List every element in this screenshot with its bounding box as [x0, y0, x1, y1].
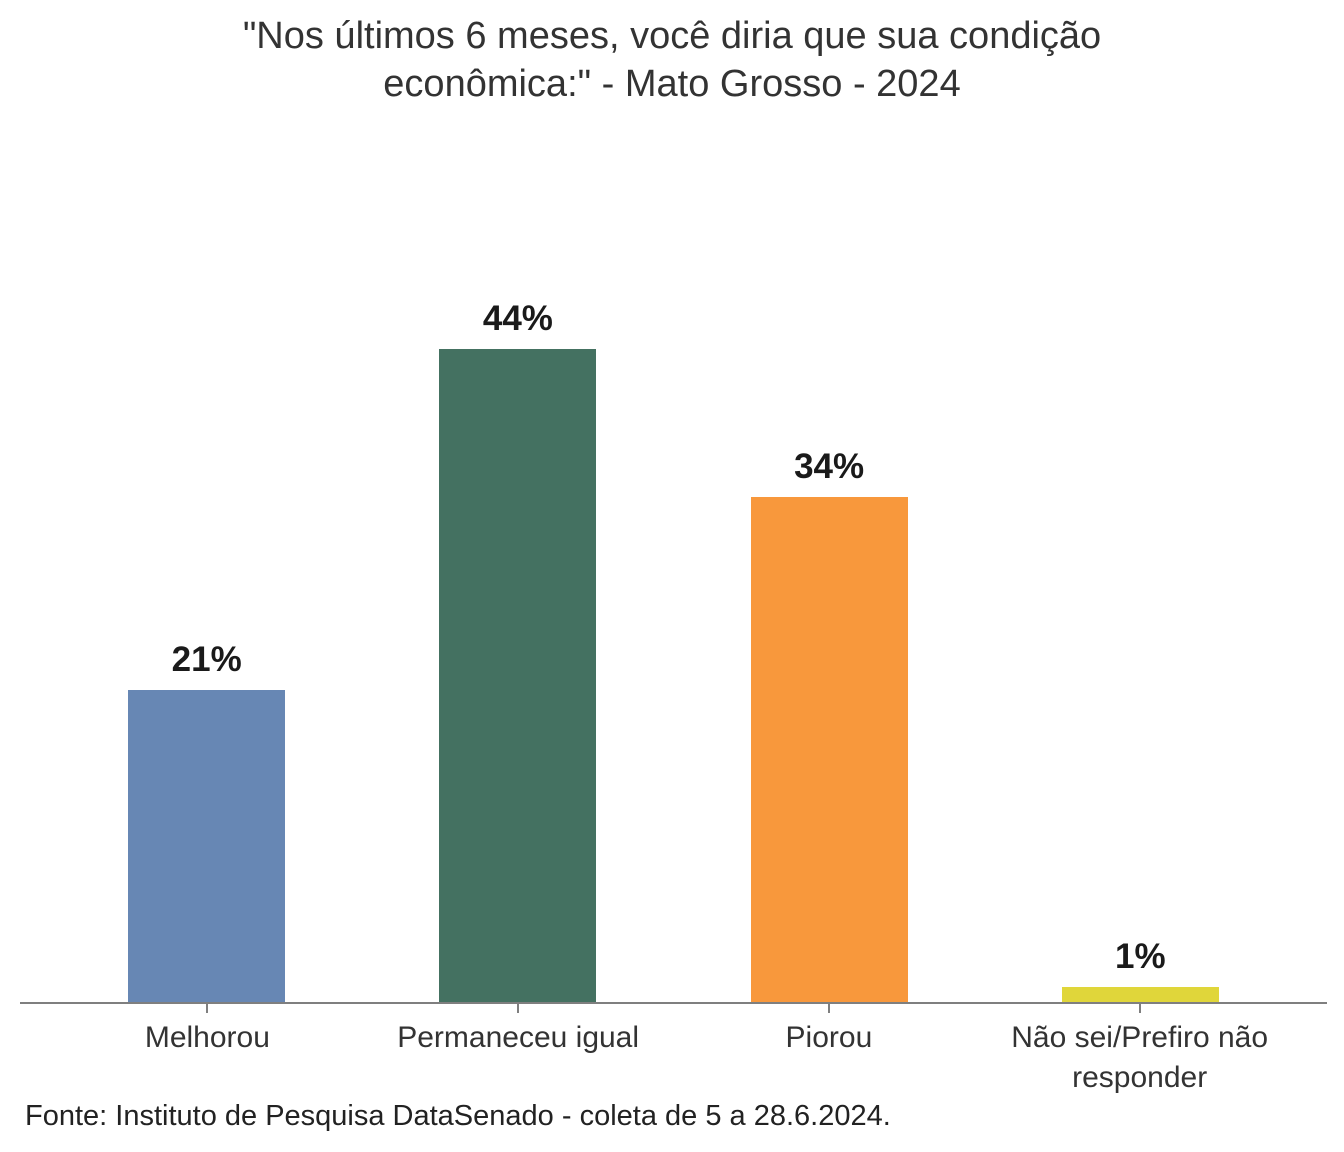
bar — [1061, 987, 1219, 1002]
source-note: Fonte: Instituto de Pesquisa DataSenado … — [25, 1100, 891, 1132]
x-axis-label: Não sei/Prefiro não responder — [1011, 1021, 1269, 1094]
x-axis-group: Permaneceu igual — [363, 1004, 674, 1098]
x-axis-line — [20, 1002, 1327, 1004]
x-axis-group: Melhorou — [52, 1004, 363, 1098]
bar-value-label: 21% — [171, 640, 242, 679]
bar — [750, 497, 908, 1002]
bar-group: 21% — [51, 640, 362, 1002]
bar-group: 1% — [985, 937, 1296, 1002]
x-axis-label: Piorou — [785, 1021, 873, 1054]
x-axis-label: Permaneceu igual — [397, 1021, 640, 1054]
x-axis-tick — [206, 1004, 209, 1013]
bar — [439, 349, 597, 1002]
chart-title: "Nos últimos 6 meses, você diria que sua… — [0, 12, 1344, 108]
bars-container: 21% 44% 34% 1% — [20, 150, 1327, 1002]
chart-title-line-2: econômica:" - Mato Grosso - 2024 — [383, 63, 961, 105]
x-axis-group: Piorou — [674, 1004, 985, 1098]
x-axis-labels: Melhorou Permaneceu igual Piorou Não sei/Pr… — [20, 1004, 1327, 1098]
bar-group: 44% — [362, 299, 673, 1002]
bar-group: 34% — [674, 447, 985, 1002]
x-axis-tick — [517, 1004, 520, 1013]
bar-value-label: 1% — [1115, 937, 1166, 976]
bar — [128, 690, 286, 1002]
x-axis-label: Melhorou — [144, 1021, 270, 1054]
x-axis-tick — [827, 1004, 830, 1013]
chart-title-line-1: "Nos últimos 6 meses, você diria que sua… — [242, 15, 1102, 57]
plot-area: 21% 44% 34% 1% — [20, 150, 1327, 1002]
x-axis-group: Não sei/Prefiro não responder — [984, 1004, 1295, 1098]
bar-value-label: 44% — [482, 299, 553, 338]
bar-value-label: 34% — [794, 447, 865, 486]
x-axis-tick — [1138, 1004, 1141, 1013]
